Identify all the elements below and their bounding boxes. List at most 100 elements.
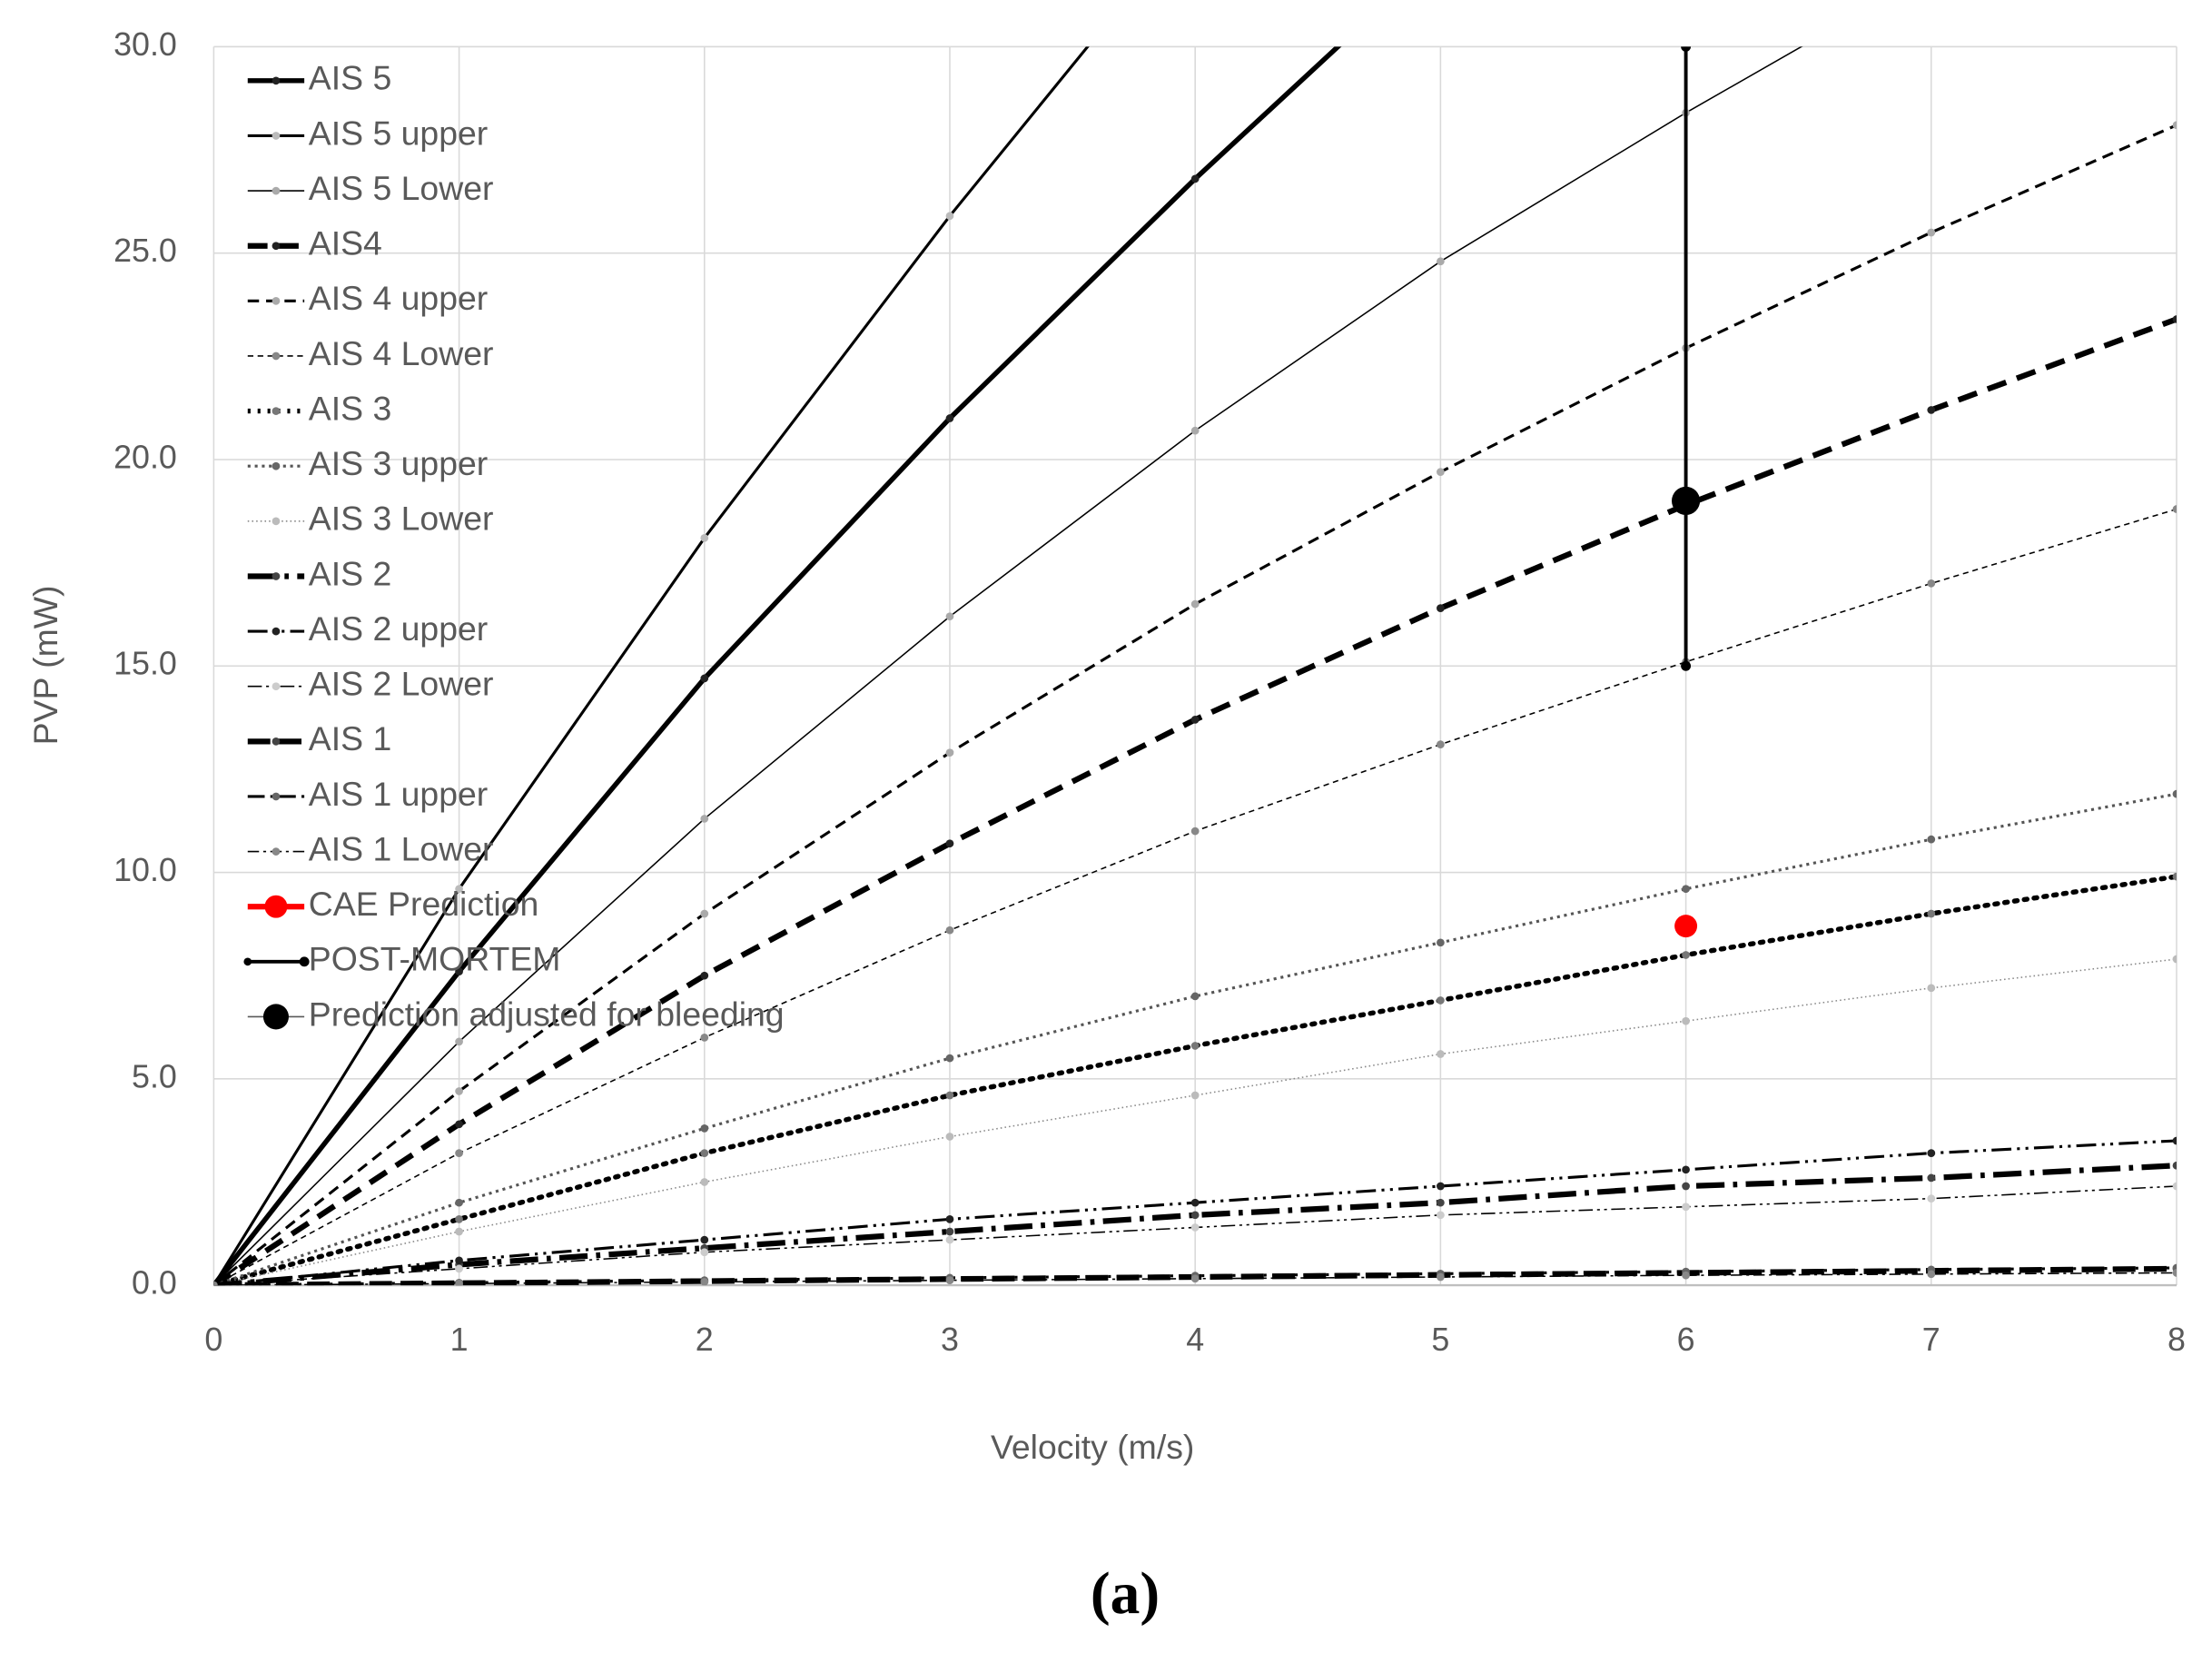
legend-label: AIS 1 [309, 719, 391, 757]
legend-label: AIS 4 upper [309, 279, 488, 317]
legend-label: AIS 2 Lower [309, 665, 494, 703]
data-point [455, 1264, 463, 1273]
data-point [1682, 1182, 1690, 1191]
data-point [700, 674, 709, 683]
legend-item: Prediction adjusted for bleeding [247, 995, 785, 1033]
data-point [455, 1215, 463, 1223]
data-point [455, 1198, 463, 1207]
data-point [1437, 740, 1445, 748]
caption: (a) [1091, 1561, 1160, 1627]
data-point [2172, 121, 2177, 130]
legend-marker [299, 956, 310, 967]
data-point [1437, 938, 1445, 947]
legend-item: AIS 4 upper [247, 279, 488, 317]
data-point [1672, 486, 1701, 516]
y-tick-label: 20.0 [114, 439, 177, 475]
data-point [1681, 46, 1692, 52]
data-point [2172, 505, 2177, 513]
data-point [700, 971, 709, 980]
data-point [1682, 885, 1690, 894]
data-point [700, 1235, 709, 1244]
data-point [1674, 915, 1698, 938]
data-point [1437, 1198, 1445, 1207]
legend-item: CAE Prediction [247, 885, 539, 923]
data-point [945, 1215, 954, 1223]
legend-label: AIS 5 upper [309, 114, 488, 152]
x-tick-label: 3 [941, 1321, 959, 1358]
series-line [213, 958, 2177, 1286]
data-point [1927, 1194, 1936, 1203]
series-line [213, 792, 2177, 1286]
series-line [213, 46, 1090, 1286]
y-tick-label: 15.0 [114, 646, 177, 682]
legend-label: AIS 5 [309, 59, 391, 97]
legend-marker [272, 847, 281, 856]
legend-label: AIS 4 Lower [309, 334, 494, 372]
legend-marker [272, 296, 281, 305]
data-point [945, 839, 954, 848]
data-point [1437, 1272, 1445, 1282]
legend-item: POST-MORTEM [243, 940, 560, 978]
data-point [945, 1091, 954, 1100]
data-point [945, 1133, 954, 1141]
legend-item: AIS 4 Lower [247, 334, 494, 372]
data-point [1682, 1165, 1690, 1174]
data-point [1927, 406, 1936, 414]
legend-marker [272, 351, 281, 361]
data-point [700, 1033, 709, 1042]
data-point [945, 1235, 954, 1244]
y-axis-label: PVP (mW) [26, 586, 64, 746]
data-point [1190, 1211, 1200, 1220]
data-point [1682, 951, 1690, 959]
legend-marker [272, 682, 281, 691]
series-line [213, 1163, 2177, 1286]
data-point [1437, 604, 1445, 612]
legend-marker [272, 627, 281, 636]
data-point [1927, 228, 1936, 237]
data-point [2172, 1269, 2177, 1277]
data-point [1190, 174, 1200, 183]
data-point [1682, 1271, 1690, 1280]
data-point [1190, 1042, 1200, 1050]
data-point [455, 1149, 463, 1158]
y-tick-label: 25.0 [114, 233, 177, 269]
legend-marker [243, 957, 252, 966]
data-point [213, 1281, 218, 1286]
legend-label: CAE Prediction [309, 885, 539, 923]
data-point [1190, 426, 1200, 435]
legend-label: POST-MORTEM [309, 940, 561, 978]
data-point [1927, 984, 1936, 993]
data-point [945, 414, 954, 422]
data-point [700, 1248, 709, 1257]
data-point [700, 1278, 709, 1286]
data-point [2172, 1182, 2177, 1191]
legend-label: AIS4 [309, 224, 382, 262]
data-point [945, 925, 954, 935]
x-tick-label: 1 [450, 1321, 469, 1358]
legend-label: AIS 3 [309, 389, 391, 427]
data-point [455, 885, 463, 894]
data-point [700, 1124, 709, 1133]
data-point [455, 967, 463, 975]
data-point [945, 1276, 954, 1285]
data-point [1927, 1173, 1936, 1183]
legend: AIS 5 AIS 5 upper AIS 5 Lower AIS4 AIS 4 upp… [243, 59, 785, 1033]
data-point [1927, 1270, 1936, 1279]
plot-area [213, 46, 2177, 1286]
data-point [2172, 1161, 2177, 1170]
data-point [1190, 1223, 1200, 1232]
data-point [1927, 1149, 1936, 1158]
legend-item: AIS 5 upper [247, 114, 488, 152]
data-point [1927, 579, 1936, 588]
data-point [1190, 1198, 1200, 1207]
legend-marker [264, 895, 288, 918]
data-point [2172, 955, 2177, 964]
legend-label: AIS 1 Lower [309, 829, 494, 867]
legend-label: Prediction adjusted for bleeding [309, 995, 785, 1033]
legend-marker [272, 737, 281, 746]
data-point [1190, 1274, 1200, 1283]
data-point [455, 1279, 463, 1286]
x-tick-label: 0 [204, 1321, 222, 1358]
data-point [2172, 872, 2177, 881]
x-tick-label: 6 [1677, 1321, 1695, 1358]
